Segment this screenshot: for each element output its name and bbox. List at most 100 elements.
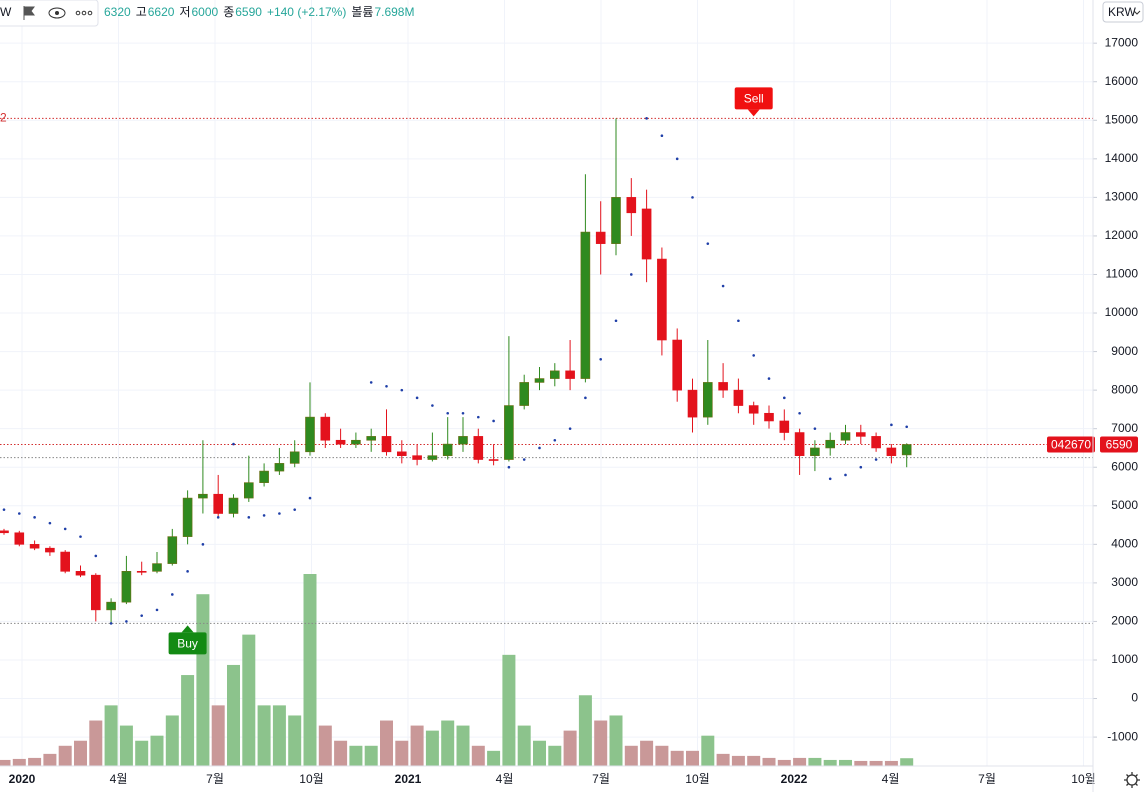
y-tick-label: 16000 (1105, 74, 1139, 88)
volume-bar (869, 760, 883, 766)
y-tick-label: 3000 (1111, 575, 1138, 589)
y-tick-label: 17000 (1105, 35, 1139, 49)
volume-bar (594, 720, 608, 766)
candle-body (29, 544, 40, 549)
volume-bar (762, 757, 776, 766)
sar-dot (400, 388, 404, 392)
candle-body (825, 439, 836, 449)
candle-body (396, 451, 407, 456)
volume-bar (884, 760, 898, 766)
candle-body (182, 497, 193, 537)
y-tick-label: 1000 (1111, 652, 1138, 666)
sar-layer (2, 117, 908, 625)
currency[interactable]: KRW (1108, 5, 1136, 19)
volume-bar (318, 725, 332, 766)
candle-body (687, 389, 698, 418)
candle-body (152, 563, 162, 572)
candle-body (702, 382, 713, 418)
volume-bar (471, 745, 485, 766)
currency-box[interactable] (1102, 1, 1144, 23)
sar-dot (614, 319, 618, 323)
sar-dot (247, 516, 251, 519)
y-tick-label: 6000 (1111, 459, 1138, 473)
signal-pointer (747, 109, 760, 117)
candle-body (504, 405, 514, 460)
candle-body (626, 197, 637, 214)
volume-layer (0, 574, 914, 766)
x-tick-label: 2020 (9, 772, 36, 786)
sar-dot (94, 554, 98, 558)
volume-bar (747, 755, 761, 766)
volume-bar (58, 745, 72, 766)
sar-dot (109, 622, 113, 625)
sar-dot (201, 543, 205, 546)
volume-bar (395, 740, 409, 766)
candle-body (0, 530, 9, 534)
candle-body (106, 601, 116, 611)
more-dot[interactable] (81, 10, 87, 16)
volume-bar (777, 759, 791, 766)
sar-dot (507, 465, 511, 469)
more-dot[interactable] (87, 10, 93, 16)
x-tick-label: 2021 (395, 772, 422, 786)
candle-body (565, 370, 575, 379)
volume-bar (624, 745, 638, 766)
sar-dot (553, 438, 557, 442)
volume-bar (578, 695, 592, 766)
candle-body (534, 378, 545, 383)
candle-body (611, 197, 621, 244)
currency-button[interactable]: KRW (1102, 1, 1144, 23)
sar-dot (767, 377, 771, 380)
candle-body (901, 444, 912, 456)
volume-bar (211, 705, 225, 766)
sar-dot (431, 404, 434, 407)
sar-dot (385, 384, 388, 388)
eye-icon[interactable] (48, 7, 66, 19)
sar-dot (2, 508, 6, 511)
candle-body (136, 571, 147, 573)
candle-body (748, 405, 759, 414)
header-value: 6590 (235, 5, 262, 19)
candle-body (351, 439, 361, 445)
volume-bar (900, 758, 914, 766)
chevron (1133, 10, 1141, 15)
candle-body (244, 482, 254, 499)
volume-bar (655, 745, 669, 766)
volume-bar (517, 725, 531, 766)
x-tick-label: 4월 (110, 772, 128, 786)
header-label: 고 (136, 5, 147, 19)
header-label: 볼륨 (351, 5, 373, 19)
flag-icon[interactable] (23, 6, 35, 20)
header-value: 6320 (104, 5, 131, 19)
candle-body (779, 420, 790, 433)
candle-body (60, 551, 71, 572)
sar-dot (905, 425, 908, 429)
sar-dot (874, 458, 878, 461)
more-dot[interactable] (75, 10, 81, 16)
signal: Buy (168, 625, 207, 655)
overlay-layer: 2 Buy Sell 042670 6590 (0, 87, 1138, 655)
candle-body (657, 258, 667, 341)
volume-bar (288, 715, 302, 766)
volume-bar (150, 735, 164, 766)
settings-icon[interactable] (1124, 772, 1140, 788)
candle-body (580, 231, 591, 379)
volume-bar (731, 755, 745, 766)
signal-label: Buy (177, 637, 198, 651)
volume-bar (303, 574, 317, 766)
candle-body (366, 436, 377, 441)
candle-body (213, 493, 223, 514)
sar-dot (721, 284, 725, 288)
sar-dot (706, 242, 710, 245)
x-tick-label: 4월 (496, 772, 514, 786)
header-value: 6000 (192, 5, 219, 19)
y-tick-label: 13000 (1105, 190, 1139, 204)
sar-dot (140, 614, 143, 617)
sar-dot (461, 411, 465, 415)
y-tick-label: 14000 (1105, 151, 1139, 165)
candle-body (458, 436, 468, 445)
sar-dot (186, 570, 189, 573)
sar-dot (691, 196, 694, 199)
